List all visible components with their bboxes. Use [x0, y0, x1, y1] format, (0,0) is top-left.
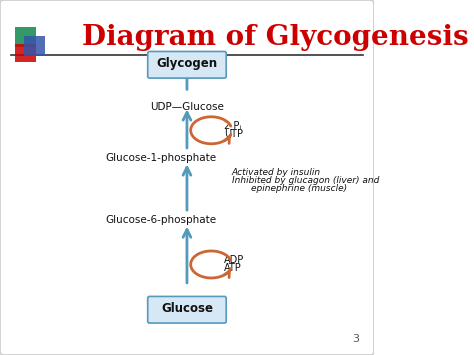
Bar: [15, 27, 36, 47]
FancyBboxPatch shape: [148, 51, 226, 78]
Text: Glucose-1-phosphate: Glucose-1-phosphate: [105, 153, 216, 163]
Text: epinephrine (muscle): epinephrine (muscle): [251, 184, 346, 193]
Text: Diagram of Glycogenesis: Diagram of Glycogenesis: [82, 24, 469, 51]
Text: 3: 3: [352, 334, 359, 344]
Text: Glucose-6-phosphate: Glucose-6-phosphate: [105, 215, 216, 225]
Bar: [15, 44, 36, 62]
Text: ATP: ATP: [224, 263, 242, 273]
Text: Inhibited by glucagon (liver) and: Inhibited by glucagon (liver) and: [232, 176, 379, 185]
Text: Glucose: Glucose: [161, 302, 213, 315]
Text: Glycogen: Glycogen: [156, 58, 218, 70]
FancyBboxPatch shape: [148, 296, 226, 323]
Text: 2 Pᵢ: 2 Pᵢ: [224, 121, 242, 131]
Text: Activated by insulin: Activated by insulin: [232, 168, 321, 177]
Text: ADP: ADP: [224, 255, 245, 265]
Bar: [24, 36, 45, 55]
Text: UTP: UTP: [224, 129, 243, 139]
FancyBboxPatch shape: [0, 0, 374, 355]
Text: UDP—Glucose: UDP—Glucose: [150, 102, 224, 111]
